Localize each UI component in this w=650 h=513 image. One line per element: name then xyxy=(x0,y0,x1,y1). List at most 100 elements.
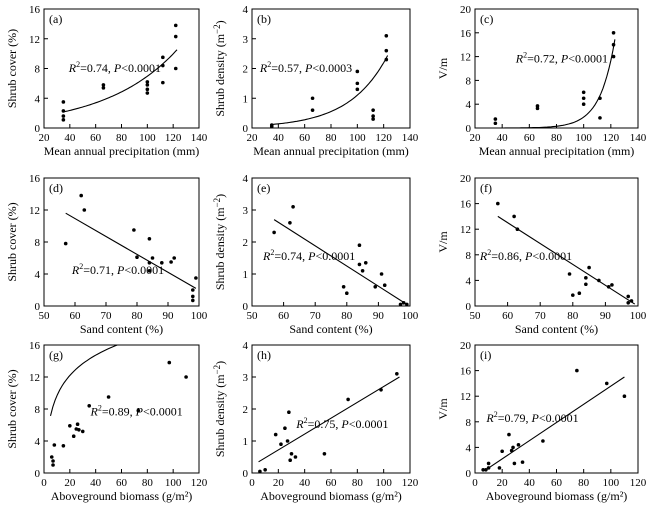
y-tick-label: 3 xyxy=(243,205,249,217)
panel-label: (f) xyxy=(480,181,492,195)
y-tick-label: 12 xyxy=(29,372,40,384)
x-tick-label: 100 xyxy=(165,477,182,489)
data-point xyxy=(258,469,262,474)
data-point xyxy=(604,381,609,386)
data-point xyxy=(147,237,152,241)
y-tick-label: 16 xyxy=(29,173,41,185)
data-point xyxy=(486,466,491,470)
data-point xyxy=(484,468,488,472)
panel-d: 50 60 70 80 90 100 0 4 8 12 16 Sand content (%) Shru… xyxy=(5,173,208,336)
data-point xyxy=(49,455,54,459)
data-point xyxy=(101,86,106,90)
panel-label: (c) xyxy=(480,12,493,26)
y-axis-label: Shrub cover (%) xyxy=(5,369,19,448)
x-tick-label: 60 xyxy=(502,310,514,322)
x-tick-label: 80 xyxy=(326,132,338,144)
data-point xyxy=(173,66,178,71)
x-tick-label: 60 xyxy=(524,132,536,144)
data-point xyxy=(145,83,150,87)
panel-g: 0 20 40 60 80 100 120 0 4 8 12 16 Aboveground biomas… xyxy=(5,340,208,503)
x-tick-label: 60 xyxy=(326,477,338,489)
y-tick-label: 3 xyxy=(243,372,249,384)
data-point xyxy=(357,262,362,267)
data-point xyxy=(161,80,165,85)
data-point xyxy=(71,434,76,439)
x-tick-label: 0 xyxy=(41,477,47,489)
plot-frame xyxy=(474,8,639,129)
x-tick-label: 90 xyxy=(163,310,175,322)
data-point xyxy=(51,463,55,467)
data-point xyxy=(345,291,349,296)
x-tick-label: 120 xyxy=(402,477,419,489)
x-tick-label: 100 xyxy=(375,477,392,489)
data-point xyxy=(61,109,66,113)
x-tick-label: 60 xyxy=(299,132,311,144)
x-tick-label: 120 xyxy=(191,477,208,489)
x-tick-label: 50 xyxy=(470,310,482,322)
data-point xyxy=(541,439,545,443)
y-tick-label: 20 xyxy=(460,4,472,16)
x-tick-label: 20 xyxy=(497,477,509,489)
fit-annotation: R2=0.75, P<0.0001 xyxy=(295,416,388,431)
fit-annotation: R2=0.74, P<0.0001 xyxy=(262,248,355,263)
plot-frame xyxy=(474,344,639,474)
x-tick-label: 80 xyxy=(352,477,364,489)
x-tick-label: 70 xyxy=(101,310,113,322)
data-point xyxy=(355,81,360,86)
data-point xyxy=(511,445,515,450)
y-axis-label: Shrub density (m−2) xyxy=(212,20,227,116)
data-point xyxy=(535,104,540,108)
y-axis-label: Shrub cover (%) xyxy=(5,29,19,108)
y-tick-label: 0 xyxy=(466,301,472,313)
x-tick-label: 60 xyxy=(116,477,128,489)
y-tick-label: 16 xyxy=(29,4,41,16)
data-point xyxy=(384,33,389,38)
fit-annotation: R2=0.71, P<0.0001 xyxy=(71,262,164,277)
plot-frame xyxy=(474,177,639,307)
data-point xyxy=(172,256,176,260)
data-point xyxy=(77,428,81,432)
y-tick-label: 3 xyxy=(243,34,249,46)
y-tick-label: 4 xyxy=(243,340,249,352)
y-tick-label: 8 xyxy=(466,75,472,87)
x-tick-label: 40 xyxy=(497,132,509,144)
data-point xyxy=(310,96,315,101)
x-tick-label: 40 xyxy=(273,132,285,144)
y-tick-label: 4 xyxy=(466,442,472,454)
x-tick-label: 140 xyxy=(402,132,419,144)
x-tick-label: 120 xyxy=(375,132,392,144)
x-tick-label: 20 xyxy=(273,477,285,489)
x-tick-label: 100 xyxy=(630,310,647,322)
x-tick-label: 20 xyxy=(470,132,482,144)
data-point xyxy=(288,221,292,225)
x-tick-label: 70 xyxy=(535,310,547,322)
panel-label: (e) xyxy=(257,181,270,195)
x-tick-label: 40 xyxy=(64,132,76,144)
data-point xyxy=(581,96,586,101)
panel-h: 0 20 40 60 80 100 120 0 1 2 3 4 Aboveground biomass … xyxy=(212,340,419,503)
panel-f: 50 60 70 80 90 100 0 4 8 12 16 20 Sand content (%) V/… xyxy=(436,173,647,336)
data-point xyxy=(581,90,586,95)
data-point xyxy=(515,227,520,231)
panel-b: 20 40 60 80 100 120 140 0 1 2 3 4 Mean annual precip… xyxy=(212,4,419,158)
fit-line xyxy=(273,219,408,305)
data-point xyxy=(288,458,292,463)
x-tick-label: 40 xyxy=(90,477,102,489)
data-point xyxy=(382,283,387,288)
data-point xyxy=(52,443,57,447)
fit-line xyxy=(271,55,389,126)
x-tick-label: 70 xyxy=(310,310,322,322)
x-tick-label: 80 xyxy=(142,477,154,489)
data-point xyxy=(194,276,198,280)
data-point xyxy=(61,444,66,448)
x-tick-label: 60 xyxy=(551,477,563,489)
data-point xyxy=(287,410,291,415)
fit-annotation: R2=0.89, P<0.0001 xyxy=(90,403,183,418)
data-point xyxy=(145,80,150,84)
x-tick-label: 0 xyxy=(472,477,478,489)
data-point xyxy=(75,422,80,427)
data-point xyxy=(63,241,68,246)
data-point xyxy=(61,118,66,122)
y-tick-label: 0 xyxy=(466,123,472,135)
